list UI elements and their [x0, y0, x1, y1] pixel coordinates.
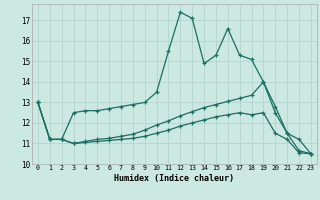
- X-axis label: Humidex (Indice chaleur): Humidex (Indice chaleur): [115, 174, 234, 183]
